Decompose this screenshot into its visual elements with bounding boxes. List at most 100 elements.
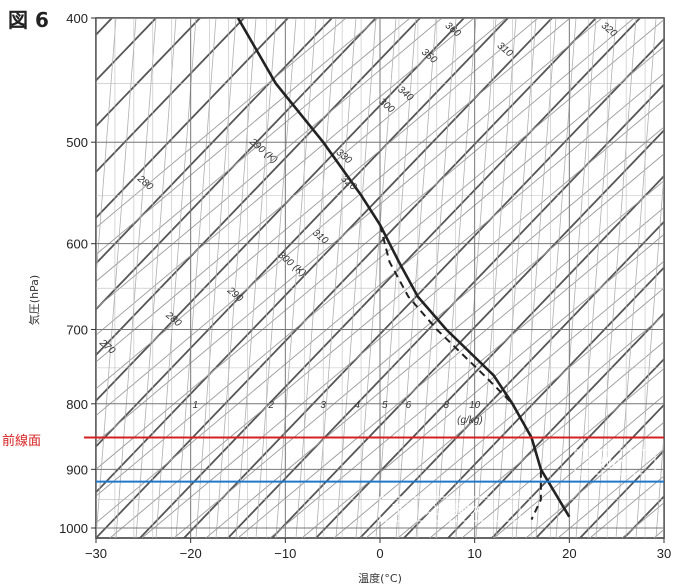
dry-adiabat-line xyxy=(579,449,664,538)
dry-adiabat-line xyxy=(271,129,664,538)
mixing-ratio-label: 4 xyxy=(354,400,360,411)
mixing-ratio-line xyxy=(395,18,437,538)
potential-temperature-label: 270 xyxy=(96,337,117,357)
moist-adiabat-line xyxy=(141,99,664,538)
x-tick-label: 0 xyxy=(376,546,383,561)
y-tick-label: 500 xyxy=(66,135,88,150)
dry-adiabat-line xyxy=(96,18,465,403)
x-axis-label: 温度(°C) xyxy=(358,571,402,585)
mixing-ratio-line xyxy=(475,18,517,538)
mixing-ratio-line xyxy=(275,18,317,538)
x-tick-label: −10 xyxy=(274,546,296,561)
y-tick-label: 800 xyxy=(66,397,88,412)
y-tick-label: 600 xyxy=(66,237,88,252)
potential-temperature-label: 290 xyxy=(224,285,245,305)
mixing-ratio-line xyxy=(555,18,597,538)
mixing-ratio-line xyxy=(96,18,137,538)
mixing-ratio-line xyxy=(495,18,537,538)
y-axis-label: 気圧(hPa) xyxy=(27,275,41,325)
moist-adiabat-line xyxy=(109,72,664,538)
moist-adiabat-line xyxy=(461,367,664,538)
mixing-ratio-line xyxy=(235,18,277,538)
mixing-ratio-line xyxy=(96,18,97,24)
potential-temperature-label: 320 xyxy=(599,20,619,39)
frontal-surface-label: 前線面 xyxy=(2,433,41,449)
moist-adiabat-line xyxy=(96,18,539,390)
dry-adiabat-line xyxy=(96,18,113,36)
dry-adiabat-line xyxy=(227,83,664,538)
mixing-ratio-label: 5 xyxy=(382,400,388,411)
moist-adiabat-line xyxy=(96,18,379,256)
dry-adiabat-line xyxy=(96,18,245,174)
moist-adiabat-line xyxy=(96,18,603,443)
y-tick-label: 900 xyxy=(66,462,88,477)
potential-temperature-label: 310 xyxy=(495,40,515,59)
dry-adiabat-line xyxy=(139,18,641,538)
dry-adiabat-line xyxy=(96,18,421,357)
moist-adiabat-line xyxy=(653,529,664,538)
figure-label: 図 6 xyxy=(8,8,49,32)
mixing-ratio-label: 8 xyxy=(443,400,449,411)
mixing-ratio-line xyxy=(415,18,457,538)
annotation-box-moist-large xyxy=(379,496,521,522)
moist-adiabat-line xyxy=(557,448,664,538)
dry-adiabat-line xyxy=(359,220,664,538)
moist-adiabat-line xyxy=(237,180,664,538)
moist-adiabat-line xyxy=(429,341,664,538)
dry-adiabat-line xyxy=(96,18,509,448)
potential-temperature-label: 300 (K) xyxy=(276,250,308,280)
mixing-ratio-line xyxy=(515,18,557,538)
moist-adiabat-line xyxy=(96,18,411,282)
mixing-ratio-label: (g/kg) xyxy=(457,415,483,426)
moist-adiabat-line xyxy=(269,206,664,538)
mixing-ratio-line xyxy=(315,18,357,538)
dry-adiabat-line xyxy=(623,495,664,538)
mixing-ratio-label: 2 xyxy=(267,400,274,411)
mixing-ratio-line xyxy=(255,18,297,538)
mixing-ratio-label: 6 xyxy=(406,400,412,411)
moist-adiabat-line xyxy=(686,18,692,538)
moist-adiabat-line xyxy=(96,18,571,417)
moist-adiabat-line xyxy=(96,18,635,470)
moist-adiabat-line xyxy=(397,314,664,538)
dry-adiabat-line xyxy=(668,18,692,538)
dry-adiabat-line xyxy=(96,18,377,311)
mixing-ratio-line xyxy=(155,18,197,538)
dry-adiabat-line xyxy=(96,18,333,265)
moist-adiabat-line xyxy=(96,18,475,336)
mixing-ratio-label: 10 xyxy=(469,400,481,411)
moist-adiabat-line xyxy=(173,126,664,538)
x-tick-label: −30 xyxy=(85,546,107,561)
mixing-ratio-line xyxy=(355,18,397,538)
dry-adiabat-line xyxy=(96,18,201,128)
dry-adiabat-line xyxy=(535,403,664,538)
mixing-ratio-line xyxy=(335,18,377,538)
y-tick-label: 700 xyxy=(66,322,88,337)
dry-adiabat-line xyxy=(403,266,664,538)
x-tick-label: −20 xyxy=(180,546,202,561)
mixing-ratio-line xyxy=(135,18,177,538)
mixing-ratio-line xyxy=(175,18,217,538)
mixing-ratio-line xyxy=(375,18,417,538)
mixing-ratio-line xyxy=(615,18,657,538)
x-tick-label: 30 xyxy=(657,546,671,561)
x-tick-label: 20 xyxy=(562,546,576,561)
mixing-ratio-label: 3 xyxy=(320,400,326,411)
moist-adiabat-line xyxy=(493,394,664,538)
dry-adiabat-line xyxy=(96,18,553,494)
mixing-ratio-line xyxy=(455,18,497,538)
moist-adiabat-line xyxy=(96,18,347,229)
moist-adiabat-line xyxy=(96,18,443,309)
moist-adiabat-line xyxy=(333,260,664,538)
annotation-moist-small: 湿数小 xyxy=(586,457,625,472)
mixing-ratio-line xyxy=(96,18,117,284)
moist-adiabat-line xyxy=(525,421,664,538)
annotation-box-moist-small xyxy=(574,449,656,475)
mixing-ratio-line xyxy=(635,168,664,538)
moist-adiabat-line xyxy=(621,502,664,538)
mixing-ratio-line xyxy=(655,428,664,538)
mixing-ratio-line xyxy=(535,18,577,538)
moist-adiabat-line xyxy=(301,233,664,538)
mixing-ratio-line xyxy=(595,18,637,538)
